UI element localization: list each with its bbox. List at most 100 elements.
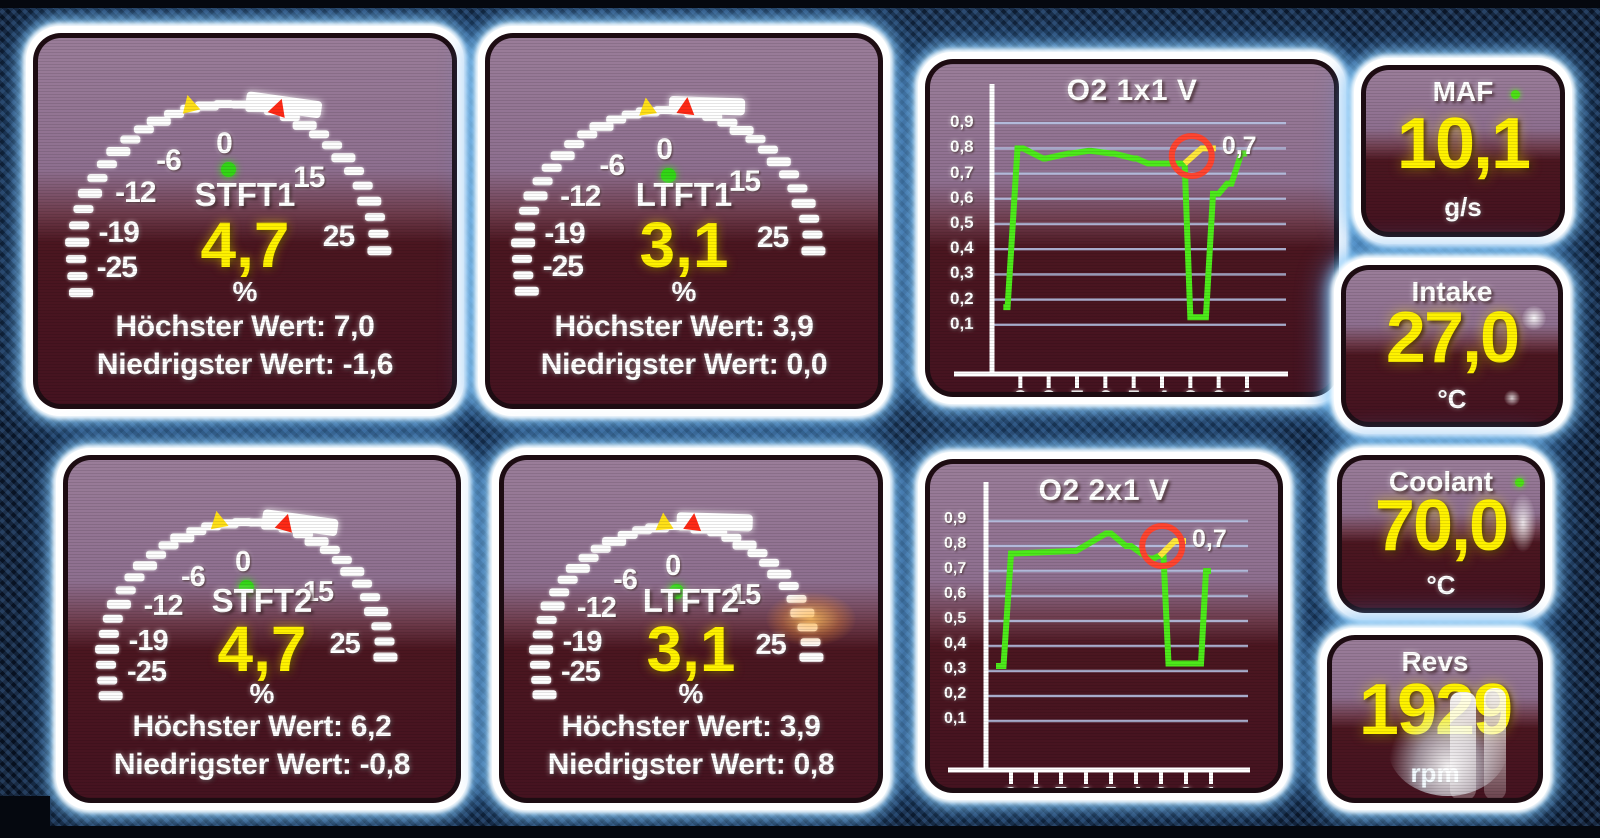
gauge-scale-label: 0 [235, 545, 251, 578]
chart-x-tick-label: 2 [1180, 782, 1193, 788]
gauge-scale-label: -6 [613, 564, 638, 597]
chart-y-tick-label: 0,9 [950, 112, 974, 132]
gauge-name: STFT2 [211, 582, 313, 619]
stat-tile-maf[interactable]: MAF 10,1 g/s [1354, 58, 1572, 244]
gauge-scale-label: -19 [98, 215, 139, 249]
gauge-unit: % [232, 276, 258, 307]
gauge-scale-label: -19 [128, 624, 169, 657]
tile-value: 1929 [1358, 670, 1513, 750]
gauge-center-indicator [239, 580, 254, 595]
chart-y-tick-label: 0,4 [944, 635, 967, 652]
gauge-min-value: Niedrigster Wert: -1,6 [96, 348, 394, 381]
gauge-peak-marker [676, 96, 697, 116]
chart-x-tick-label: 6 [1080, 782, 1093, 788]
status-indicator-dot [1511, 90, 1520, 99]
chart-x-tick-label: 9 [1005, 782, 1018, 788]
gauge-scale-label: 25 [329, 628, 360, 661]
gauge-center-indicator [661, 168, 676, 183]
chart-x-tick-label: 6 [1099, 386, 1112, 392]
gauge-panel-stft2[interactable]: -25 -19 -12 -6 0 15 25 STFT2 4,7 % Höchster We… [56, 448, 468, 810]
tile-label: Coolant [1388, 466, 1494, 497]
screen-corner-border [0, 796, 50, 838]
gauge-peak-marker [683, 512, 704, 532]
chart-y-tick-label: 0,6 [950, 187, 974, 207]
chart-title: O2 2x1 V [1038, 474, 1170, 507]
chart-series-line [996, 530, 1211, 669]
chart-y-tick-label: 0,6 [944, 585, 967, 602]
gauge-scale-label: -12 [115, 176, 156, 210]
chart-y-tick-label: 0,7 [944, 560, 967, 577]
stat-tile-coolant[interactable]: Coolant 70,0 °C [1330, 448, 1552, 620]
tile-label: MAF [1432, 76, 1494, 107]
chart-x-tick-label: 1 [1205, 782, 1218, 788]
chart-x-tick-label: 5 [1105, 782, 1118, 788]
gauge-panel-ltft2[interactable]: -25 -19 -12 -6 0 15 25 LTFT2 3,1 % Höchster We… [492, 448, 890, 810]
stat-tile-revs[interactable]: Revs 1929 rpm [1320, 628, 1550, 810]
gauge-panel-stft1[interactable]: -25 -19 -12 -6 0 15 25 STFT1 4,7 % Höchster We… [26, 26, 464, 416]
gauge-scale-label: -25 [96, 250, 138, 284]
gauge-scale-label: -12 [560, 179, 601, 213]
chart-y-tick-label: 0,2 [944, 685, 967, 702]
status-indicator-dot [1515, 478, 1524, 487]
chart-x-tick-label: 7 [1071, 386, 1084, 392]
gauge-low-marker [654, 511, 674, 531]
gauge-scale-label: -6 [181, 560, 206, 593]
chart-current-marker [1168, 132, 1215, 179]
chart-x-tick-label: 5 [1127, 386, 1140, 392]
chart-current-value-label: 0,7 [1221, 132, 1257, 161]
tile-label: Intake [1411, 276, 1493, 307]
gauge-scale-label: -25 [542, 250, 584, 284]
gauge-scale-label: -12 [143, 589, 184, 622]
tile-value: 70,0 [1374, 486, 1509, 566]
gauge-scale-label: 0 [656, 133, 673, 167]
chart-y-tick-label: 0,4 [950, 238, 974, 258]
gauge-scale-label: 15 [293, 161, 325, 195]
gauge-low-marker [636, 96, 658, 116]
chart-x-tick-label: 2 [1212, 386, 1225, 392]
gauge-max-value: Höchster Wert: 3,9 [561, 710, 821, 743]
chart-y-tick-label: 0,8 [944, 535, 967, 552]
tile-unit: rpm [1410, 758, 1460, 788]
chart-y-tick-label: 0,3 [950, 263, 974, 283]
chart-y-tick-label: 0,2 [950, 288, 974, 308]
gauge-scale-label: 25 [756, 220, 789, 254]
gauge-scale-label: 15 [302, 576, 334, 609]
gauge-unit: % [678, 678, 704, 709]
gauge-scale-label: 25 [322, 219, 355, 253]
chart-panel-o2-1x1[interactable]: O2 1x1 V 0,9 0,8 0,7 0,6 0,5 0,4 0,3 0,2 0,1 9 8 7 6… [918, 52, 1346, 404]
tile-value: 10,1 [1396, 104, 1531, 184]
gauge-max-value: Höchster Wert: 7,0 [115, 310, 375, 343]
gauge-panel-ltft1[interactable]: -25 -19 -12 -6 0 15 25 LTFT1 3,1 % Höchster We… [478, 26, 890, 416]
gauge-scale-label: -6 [599, 149, 625, 183]
gauge-scale-label: 15 [728, 165, 761, 199]
gauge-center-indicator [669, 584, 684, 599]
screen-top-border [0, 0, 1600, 8]
gauge-value: 3,1 [639, 209, 729, 281]
gauge-unit: % [671, 276, 697, 307]
gauge-min-value: Niedrigster Wert: 0,0 [540, 348, 828, 381]
tile-unit: °C [1437, 384, 1467, 414]
tile-unit: g/s [1444, 192, 1482, 222]
chart-panel-o2-2x1[interactable]: O2 2x1 V 0,9 0,8 0,7 0,6 0,5 0,4 0,3 0,2 0,1 9 8 7 6… [918, 452, 1290, 800]
gauge-min-value: Niedrigster Wert: 0,8 [547, 748, 835, 781]
gauge-min-value: Niedrigster Wert: -0,8 [113, 748, 411, 781]
gauge-max-value: Höchster Wert: 6,2 [132, 710, 392, 743]
gauge-max-value: Höchster Wert: 3,9 [554, 310, 814, 343]
gauge-scale-label: 0 [665, 549, 681, 582]
gauge-scale-label: 15 [730, 578, 761, 611]
chart-y-tick-label: 0,5 [944, 610, 967, 627]
gauge-name: LTFT2 [642, 582, 740, 619]
screen-bottom-border [0, 826, 1600, 838]
gauge-name: LTFT1 [635, 176, 733, 213]
chart-y-tick-label: 0,1 [950, 313, 974, 333]
stat-tile-intake[interactable]: Intake 27,0 °C [1334, 258, 1570, 434]
chart-y-tick-label: 0,1 [944, 710, 967, 727]
chart-x-tick-label: 9 [1014, 386, 1027, 392]
chart-y-tick-label: 0,5 [950, 213, 974, 232]
gauge-scale-label: -12 [576, 591, 617, 624]
chart-plot-area [954, 84, 1288, 388]
chart-x-tick-label: 3 [1184, 386, 1197, 392]
chart-x-tick-label: 8 [1030, 782, 1043, 788]
chart-x-tick-label: 4 [1156, 386, 1169, 392]
